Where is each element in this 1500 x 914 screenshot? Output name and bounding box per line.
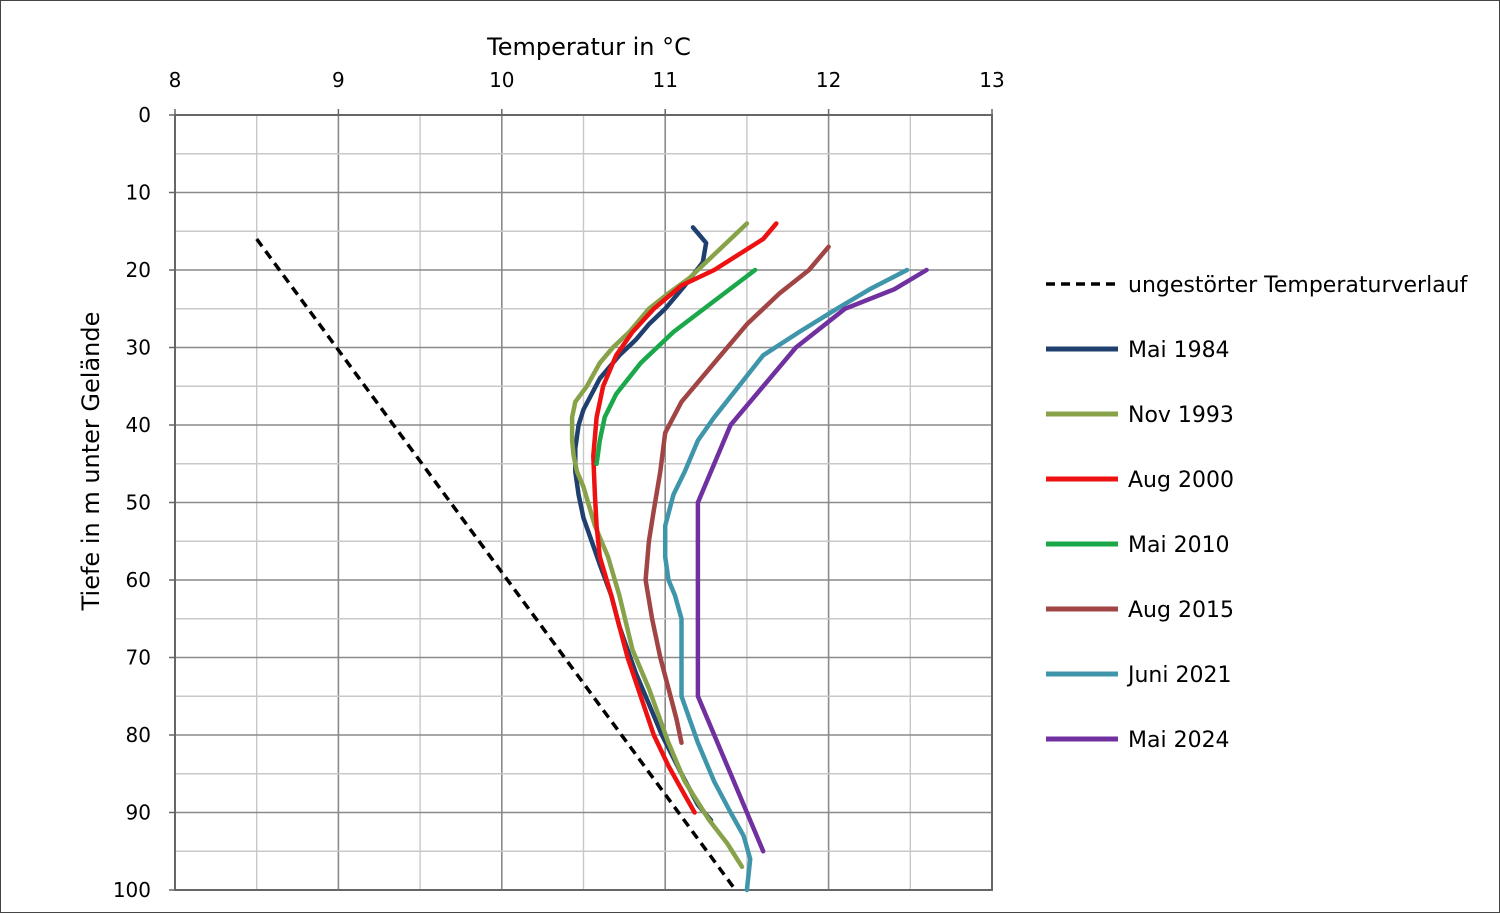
series-line-5 — [643, 244, 831, 746]
series-line-6 — [662, 267, 910, 893]
series-line-0 — [255, 237, 737, 892]
legend-label: Nov 1993 — [1128, 403, 1234, 428]
y-tick-label: 40 — [126, 413, 151, 437]
y-tick-label: 10 — [126, 181, 151, 205]
y-tick-label: 100 — [113, 878, 151, 902]
x-tick-label: 9 — [332, 68, 345, 92]
legend-label: Aug 2000 — [1128, 468, 1234, 493]
x-tick-label: 10 — [489, 68, 514, 92]
y-tick-label: 80 — [126, 723, 151, 747]
y-axis-title: Tiefe in m unter Gelände — [77, 312, 105, 612]
x-tick-label: 11 — [652, 68, 677, 92]
y-tick-label: 0 — [138, 103, 151, 127]
series-lines — [255, 221, 929, 893]
series-line-7 — [695, 267, 929, 854]
y-tick-label: 30 — [126, 336, 151, 360]
x-tick-labels: 8 9 10 11 12 13 — [169, 68, 1005, 115]
y-tick-label: 70 — [126, 646, 151, 670]
legend-label: ungestörter Temperaturverlauf — [1128, 273, 1469, 298]
y-tick-label: 90 — [126, 801, 151, 825]
x-tick-label: 13 — [979, 68, 1004, 92]
x-tick-label: 8 — [169, 68, 182, 92]
legend-label: Mai 1984 — [1128, 338, 1230, 363]
legend-label: Mai 2010 — [1128, 533, 1230, 558]
legend-label: Aug 2015 — [1128, 598, 1234, 623]
series-line-4 — [594, 267, 758, 467]
series-line-2 — [569, 221, 750, 870]
grid-lines — [174, 114, 993, 891]
y-tick-label: 50 — [126, 491, 151, 515]
legend-label: Mai 2024 — [1128, 728, 1230, 753]
legend-label: Juni 2021 — [1126, 663, 1231, 688]
x-axis-title: Temperatur in °C — [486, 33, 691, 61]
series-line-3 — [591, 221, 779, 815]
y-tick-labels: 0 10 20 30 40 50 60 70 80 90 100 — [113, 103, 175, 902]
x-tick-label: 12 — [816, 68, 841, 92]
legend: ungestörter Temperaturverlauf Mai 1984 Nov… — [1046, 273, 1469, 753]
y-tick-label: 60 — [126, 568, 151, 592]
y-tick-label: 20 — [126, 258, 151, 282]
